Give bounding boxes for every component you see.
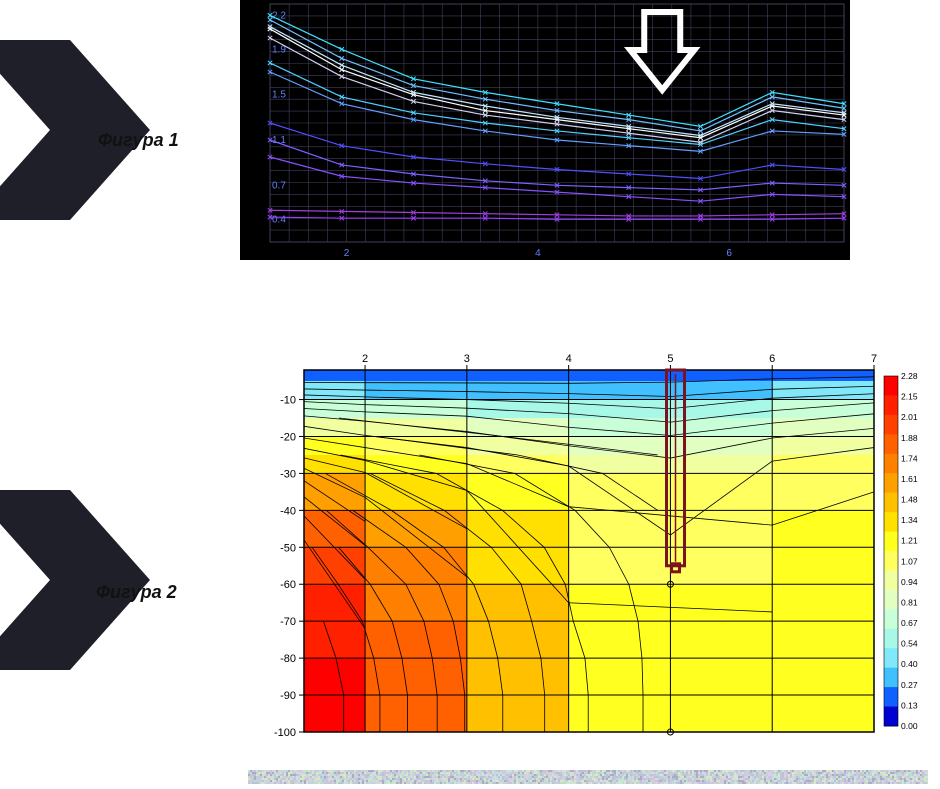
svg-text:-40: -40	[280, 505, 296, 517]
svg-text:3: 3	[464, 353, 470, 365]
svg-text:-20: -20	[280, 431, 296, 443]
svg-text:2.01: 2.01	[901, 412, 918, 422]
svg-text:1.48: 1.48	[901, 495, 918, 505]
svg-text:5: 5	[667, 353, 673, 365]
svg-text:7: 7	[871, 353, 877, 365]
svg-text:1.5: 1.5	[272, 90, 286, 101]
figure1-label: Фигура 1	[98, 130, 179, 151]
svg-text:6: 6	[726, 248, 732, 259]
svg-text:-60: -60	[280, 579, 296, 591]
figure2-label: Фигура 2	[96, 582, 177, 603]
heatmap-chart: 2 3 4 5 6 7 -10 -20 -30 -40 -50 -60 -70 -80 -90 -100 2.2…	[248, 350, 928, 740]
svg-text:6: 6	[769, 353, 775, 365]
svg-text:2.28: 2.28	[901, 371, 918, 381]
svg-text:0.81: 0.81	[901, 597, 918, 607]
svg-text:4: 4	[535, 248, 541, 259]
svg-text:-10: -10	[280, 395, 296, 407]
svg-text:1.07: 1.07	[901, 556, 918, 566]
svg-text:-50: -50	[280, 542, 296, 554]
line-chart: 0.40.71.11.51.92.2246	[240, 0, 850, 260]
svg-text:4: 4	[566, 353, 572, 365]
svg-text:1.61: 1.61	[901, 474, 918, 484]
svg-text:0.94: 0.94	[901, 577, 918, 587]
svg-text:0.7: 0.7	[272, 180, 286, 191]
svg-text:0.27: 0.27	[901, 680, 918, 690]
svg-text:0.67: 0.67	[901, 618, 918, 628]
svg-text:-90: -90	[280, 690, 296, 702]
svg-text:0.00: 0.00	[901, 721, 918, 731]
svg-text:0.54: 0.54	[901, 639, 918, 649]
svg-text:0.13: 0.13	[901, 700, 918, 710]
svg-text:1.21: 1.21	[901, 536, 918, 546]
svg-text:-80: -80	[280, 653, 296, 665]
svg-text:1.34: 1.34	[901, 515, 918, 525]
svg-text:-100: -100	[274, 727, 296, 739]
svg-text:-30: -30	[280, 468, 296, 480]
svg-text:-70: -70	[280, 616, 296, 628]
svg-text:2: 2	[344, 248, 350, 259]
svg-text:2: 2	[362, 353, 368, 365]
svg-text:0.40: 0.40	[901, 659, 918, 669]
svg-text:0.4: 0.4	[272, 214, 286, 225]
svg-text:2.15: 2.15	[901, 392, 918, 402]
svg-text:1.88: 1.88	[901, 433, 918, 443]
svg-text:1.74: 1.74	[901, 453, 918, 463]
noise-strip	[248, 770, 928, 784]
